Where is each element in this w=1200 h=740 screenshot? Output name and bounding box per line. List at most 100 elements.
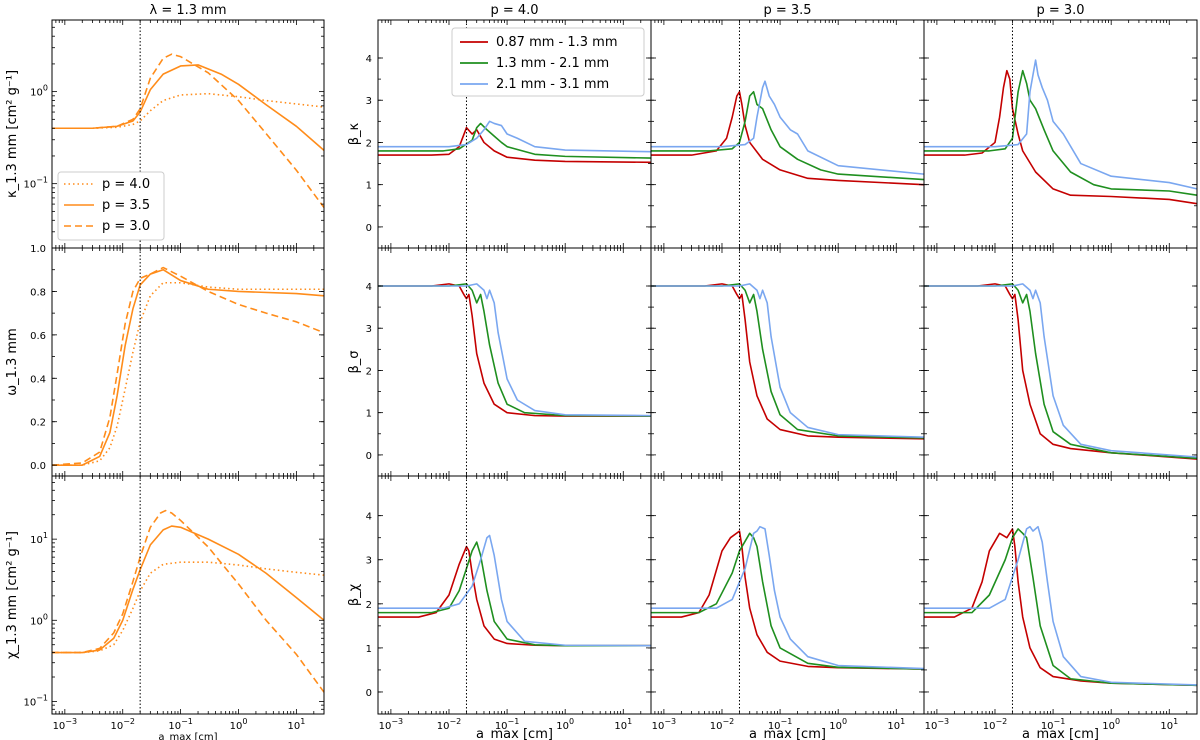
beta_sigma-p35-frame — [650, 247, 925, 477]
beta_sigma-p30-green-curve — [924, 283, 1198, 460]
legend-label: p = 4.0 — [102, 177, 150, 192]
left-chi-frame — [51, 475, 325, 715]
x-tick-label: 101 — [614, 717, 632, 732]
y-tick-label: 100 — [30, 612, 48, 627]
left-legend: p = 4.0 p = 3.5 p = 3.0 — [57, 171, 165, 241]
beta_chi-p35-y-ticks — [651, 515, 924, 693]
beta_sigma-p40-green-curve — [378, 283, 652, 417]
y-tick-label: 101 — [30, 531, 48, 546]
x-label-p35: a_max [cm] — [749, 727, 826, 740]
x-tick-label: 10−3 — [379, 717, 404, 732]
x-tick-label: 10−2 — [983, 717, 1008, 732]
x-tick-label: 10−2 — [110, 717, 135, 732]
left-omega-curve-p4 — [52, 281, 324, 466]
legend-box — [57, 171, 165, 241]
x-label-p40: a_max [cm] — [476, 727, 553, 740]
y-tick-label: 0.0 — [30, 461, 46, 472]
ylabel-beta_kappa: β_κ — [347, 122, 362, 145]
legend-label: p = 3.5 — [102, 198, 150, 213]
beta_chi-p40-frame — [377, 475, 652, 715]
beta_sigma-p35-x-ticks — [650, 248, 925, 476]
beta_kappa-p30-red-curve — [924, 69, 1198, 205]
legend-label: 0.87 mm - 1.3 mm — [496, 35, 618, 50]
y-tick-label: 2 — [366, 366, 372, 377]
beta_kappa-p35-blue-curve — [651, 80, 925, 175]
beta_sigma-p35-blue-curve — [651, 283, 925, 438]
left-chi-curve-p35 — [52, 525, 325, 654]
beta_sigma-p40-frame — [377, 247, 652, 477]
x-tick-label: 10−2 — [437, 717, 462, 732]
x-tick-label: 10−1 — [768, 717, 793, 732]
ylabel-beta_sigma: β_σ — [347, 350, 362, 373]
beta_chi-p40-blue-curve — [378, 534, 652, 647]
beta_chi-p35-green-curve — [651, 532, 925, 670]
y-tick-label: 0.8 — [30, 287, 46, 298]
beta_chi-p40-x-ticks: 10−3 10−2 10−1 100 101 — [377, 476, 652, 732]
column-title-p30: p = 3.0 — [1036, 3, 1084, 18]
beta_kappa-p30-y-ticks — [924, 57, 1197, 228]
beta_sigma-p40-x-ticks — [377, 248, 652, 476]
beta_sigma-p30-frame — [923, 247, 1198, 477]
x-tick-label: 100 — [829, 717, 847, 732]
beta_chi-p40-green-curve — [378, 541, 651, 647]
beta_kappa-p30-x-ticks — [923, 20, 1198, 248]
y-tick-label: 1.0 — [30, 244, 46, 255]
beta_chi-p35-frame — [650, 475, 925, 715]
beta_chi-p30-frame — [923, 475, 1198, 715]
y-tick-label: 0.4 — [30, 374, 46, 385]
x-tick-label: 100 — [230, 717, 248, 732]
x-tick-label: 100 — [556, 717, 574, 732]
beta_chi-p40-y-ticks: 0 1 2 3 4 — [366, 512, 651, 699]
beta-legend: 0.87 mm - 1.3 mm 1.3 mm - 2.1 mm 2.1 mm - … — [451, 27, 645, 97]
left-chi-ylabel: χ_1.3 mm [cm² g⁻¹] — [5, 531, 20, 659]
beta_sigma-p30-y-ticks — [924, 285, 1197, 456]
beta_kappa-p35-green-curve — [651, 90, 925, 181]
legend-label: p = 3.0 — [102, 219, 150, 234]
beta_sigma-p35-green-curve — [651, 283, 925, 439]
beta_kappa-p30-green-curve — [924, 69, 1198, 197]
y-tick-label: 2 — [366, 138, 372, 149]
beta_sigma-p35-y-ticks — [651, 285, 924, 456]
beta_chi-p40-red-curve — [378, 545, 651, 647]
x-tick-label: 101 — [1160, 717, 1178, 732]
y-tick-label: 0 — [366, 451, 372, 462]
y-tick-label: 3 — [366, 556, 372, 567]
y-tick-label: 4 — [366, 54, 372, 65]
beta_sigma-p35-red-curve — [651, 283, 925, 440]
x-tick-label: 101 — [887, 717, 905, 732]
x-tick-label: 10−1 — [1041, 717, 1066, 732]
y-tick-label: 4 — [366, 512, 372, 523]
x-tick-label: 10−1 — [495, 717, 520, 732]
beta_sigma-p30-blue-curve — [924, 283, 1198, 458]
beta_chi-p30-y-ticks — [924, 515, 1197, 693]
beta_chi-p35-red-curve — [651, 530, 925, 670]
beta_chi-p35-blue-curve — [651, 525, 925, 670]
y-tick-label: 10−1 — [23, 176, 48, 191]
beta_chi-p35-x-ticks: 10−3 10−2 10−1 100 101 — [650, 476, 925, 732]
beta_kappa-p35-y-ticks — [651, 57, 924, 228]
ylabel-beta_chi: β_χ — [347, 583, 362, 606]
beta_sigma-p40-red-curve — [378, 283, 651, 417]
beta_kappa-p35-x-ticks — [650, 20, 925, 248]
beta_chi-p30-blue-curve — [924, 525, 1198, 686]
left-omega-ylabel: ω_1.3 mm — [5, 328, 20, 396]
y-tick-label: 3 — [366, 324, 372, 335]
legend-label: 2.1 mm - 3.1 mm — [496, 77, 609, 92]
beta_sigma-p40-blue-curve — [378, 283, 652, 417]
y-tick-label: 10−1 — [23, 693, 48, 708]
left-x-label: a_max [cm] — [158, 732, 217, 740]
y-tick-label: 1 — [366, 644, 372, 655]
x-tick-label: 10−3 — [53, 717, 78, 732]
y-tick-label: 1 — [366, 409, 372, 420]
x-tick-label: 101 — [287, 717, 305, 732]
y-tick-label: 2 — [366, 600, 372, 611]
legend-box — [451, 27, 645, 97]
y-tick-label: 0.2 — [30, 418, 46, 429]
left-column-title: λ = 1.3 mm — [150, 3, 227, 18]
beta_kappa-p40-blue-curve — [378, 120, 652, 153]
left-chi-x-ticks: 10−3 10−2 10−1 100 101 — [51, 476, 325, 732]
left-kappa-ylabel: κ_1.3 mm [cm² g⁻¹] — [5, 70, 20, 198]
beta_sigma-p40-y-ticks: 0 1 2 3 4 — [366, 282, 651, 462]
x-tick-label: 100 — [1102, 717, 1120, 732]
